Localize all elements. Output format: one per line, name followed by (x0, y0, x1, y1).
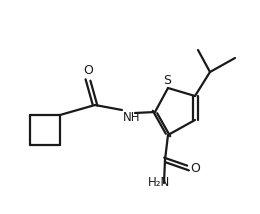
Text: O: O (190, 162, 200, 174)
Text: S: S (163, 74, 171, 87)
Text: NH: NH (123, 111, 140, 124)
Text: O: O (83, 64, 93, 77)
Text: H₂N: H₂N (148, 177, 170, 190)
